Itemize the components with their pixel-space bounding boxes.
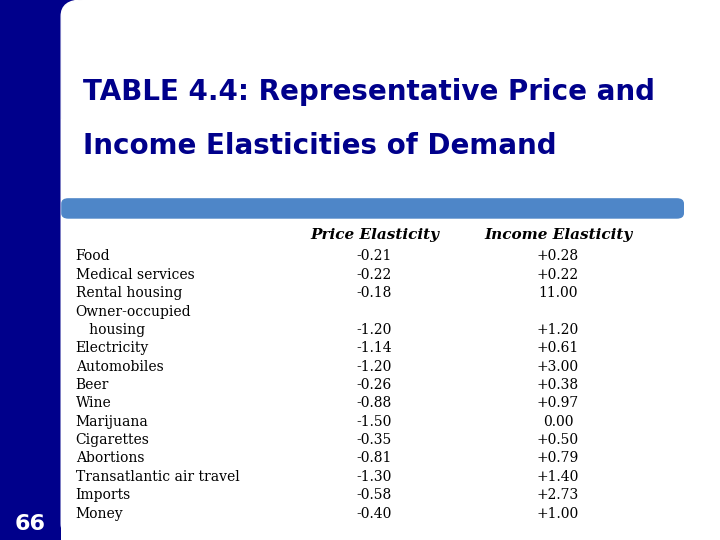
Text: -1.30: -1.30 [356,470,392,484]
Text: -0.81: -0.81 [356,451,392,465]
Text: -1.14: -1.14 [356,341,392,355]
Text: Medical services: Medical services [76,268,194,282]
Text: -0.58: -0.58 [357,488,392,502]
Text: +1.00: +1.00 [537,507,579,521]
Text: -0.22: -0.22 [357,268,392,282]
Text: Income Elasticities of Demand: Income Elasticities of Demand [83,132,557,160]
Text: Owner-occupied: Owner-occupied [76,305,192,319]
Text: Imports: Imports [76,488,131,502]
Text: Price Elasticity: Price Elasticity [310,228,439,242]
Text: -0.88: -0.88 [357,396,392,410]
Text: Electricity: Electricity [76,341,149,355]
Text: +0.28: +0.28 [537,249,579,264]
Text: +1.20: +1.20 [537,323,579,337]
Text: +3.00: +3.00 [537,360,579,374]
Text: -0.18: -0.18 [356,286,392,300]
Text: Food: Food [76,249,110,264]
Text: +0.50: +0.50 [537,433,579,447]
Text: Money: Money [76,507,123,521]
Text: -0.35: -0.35 [357,433,392,447]
Text: +2.73: +2.73 [537,488,579,502]
Text: Automobiles: Automobiles [76,360,163,374]
Text: housing: housing [76,323,145,337]
Text: -1.50: -1.50 [356,415,392,429]
Text: +0.22: +0.22 [537,268,579,282]
Text: -1.20: -1.20 [356,323,392,337]
Text: Abortions: Abortions [76,451,144,465]
Text: Transatlantic air travel: Transatlantic air travel [76,470,239,484]
Text: 0.00: 0.00 [543,415,573,429]
Text: 11.00: 11.00 [539,286,577,300]
Text: Marijuana: Marijuana [76,415,148,429]
Text: TABLE 4.4: Representative Price and: TABLE 4.4: Representative Price and [83,78,654,106]
Text: -0.26: -0.26 [357,378,392,392]
Text: +0.61: +0.61 [537,341,579,355]
Text: -0.40: -0.40 [356,507,392,521]
Text: Wine: Wine [76,396,112,410]
Text: Cigarettes: Cigarettes [76,433,150,447]
Text: +0.38: +0.38 [537,378,579,392]
Text: +0.97: +0.97 [537,396,579,410]
Text: -1.20: -1.20 [356,360,392,374]
Text: 66: 66 [14,514,46,534]
Text: -0.21: -0.21 [356,249,392,264]
Text: +1.40: +1.40 [537,470,579,484]
Text: Beer: Beer [76,378,109,392]
Text: +0.79: +0.79 [537,451,579,465]
Text: Rental housing: Rental housing [76,286,182,300]
Text: Income Elasticity: Income Elasticity [484,228,632,242]
